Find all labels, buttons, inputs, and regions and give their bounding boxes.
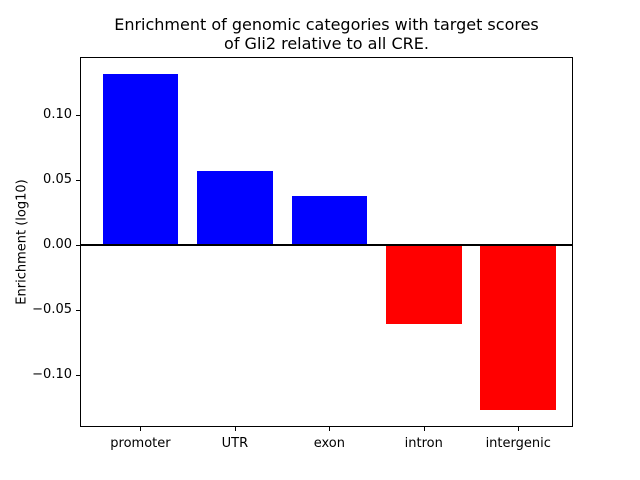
zero-line — [80, 243, 573, 247]
x-tick-label-intergenic: intergenic — [485, 436, 551, 451]
y-tick-label-−0.05: −0.05 — [32, 302, 72, 318]
y-tick-label-0.10: 0.10 — [43, 107, 72, 123]
bar-intron — [386, 245, 462, 325]
x-tick-mark-promoter — [140, 427, 142, 431]
bar-UTR — [197, 171, 273, 246]
x-tick-label-exon: exon — [313, 436, 345, 451]
bar-promoter — [102, 73, 179, 246]
x-tick-mark-intergenic — [518, 427, 520, 431]
y-tick-mark-0.00 — [76, 244, 80, 246]
y-tick-mark-−0.05 — [76, 309, 80, 311]
x-tick-label-intron: intron — [404, 436, 443, 451]
bar-exon — [291, 195, 368, 246]
x-tick-label-UTR: UTR — [221, 436, 249, 451]
x-tick-mark-exon — [329, 427, 331, 431]
chart-title: Enrichment of genomic categories with ta… — [114, 15, 539, 53]
x-tick-label-promoter: promoter — [110, 436, 171, 451]
y-tick-label-0.05: 0.05 — [43, 172, 72, 188]
y-tick-label-−0.10: −0.10 — [32, 367, 72, 383]
bar-intergenic — [480, 245, 556, 411]
x-tick-mark-UTR — [234, 427, 236, 431]
y-tick-mark-0.10 — [76, 114, 80, 116]
y-tick-label-0.00: 0.00 — [43, 237, 72, 253]
y-tick-mark-0.05 — [76, 179, 80, 181]
y-tick-mark-−0.10 — [76, 374, 80, 376]
x-tick-mark-intron — [423, 427, 425, 431]
